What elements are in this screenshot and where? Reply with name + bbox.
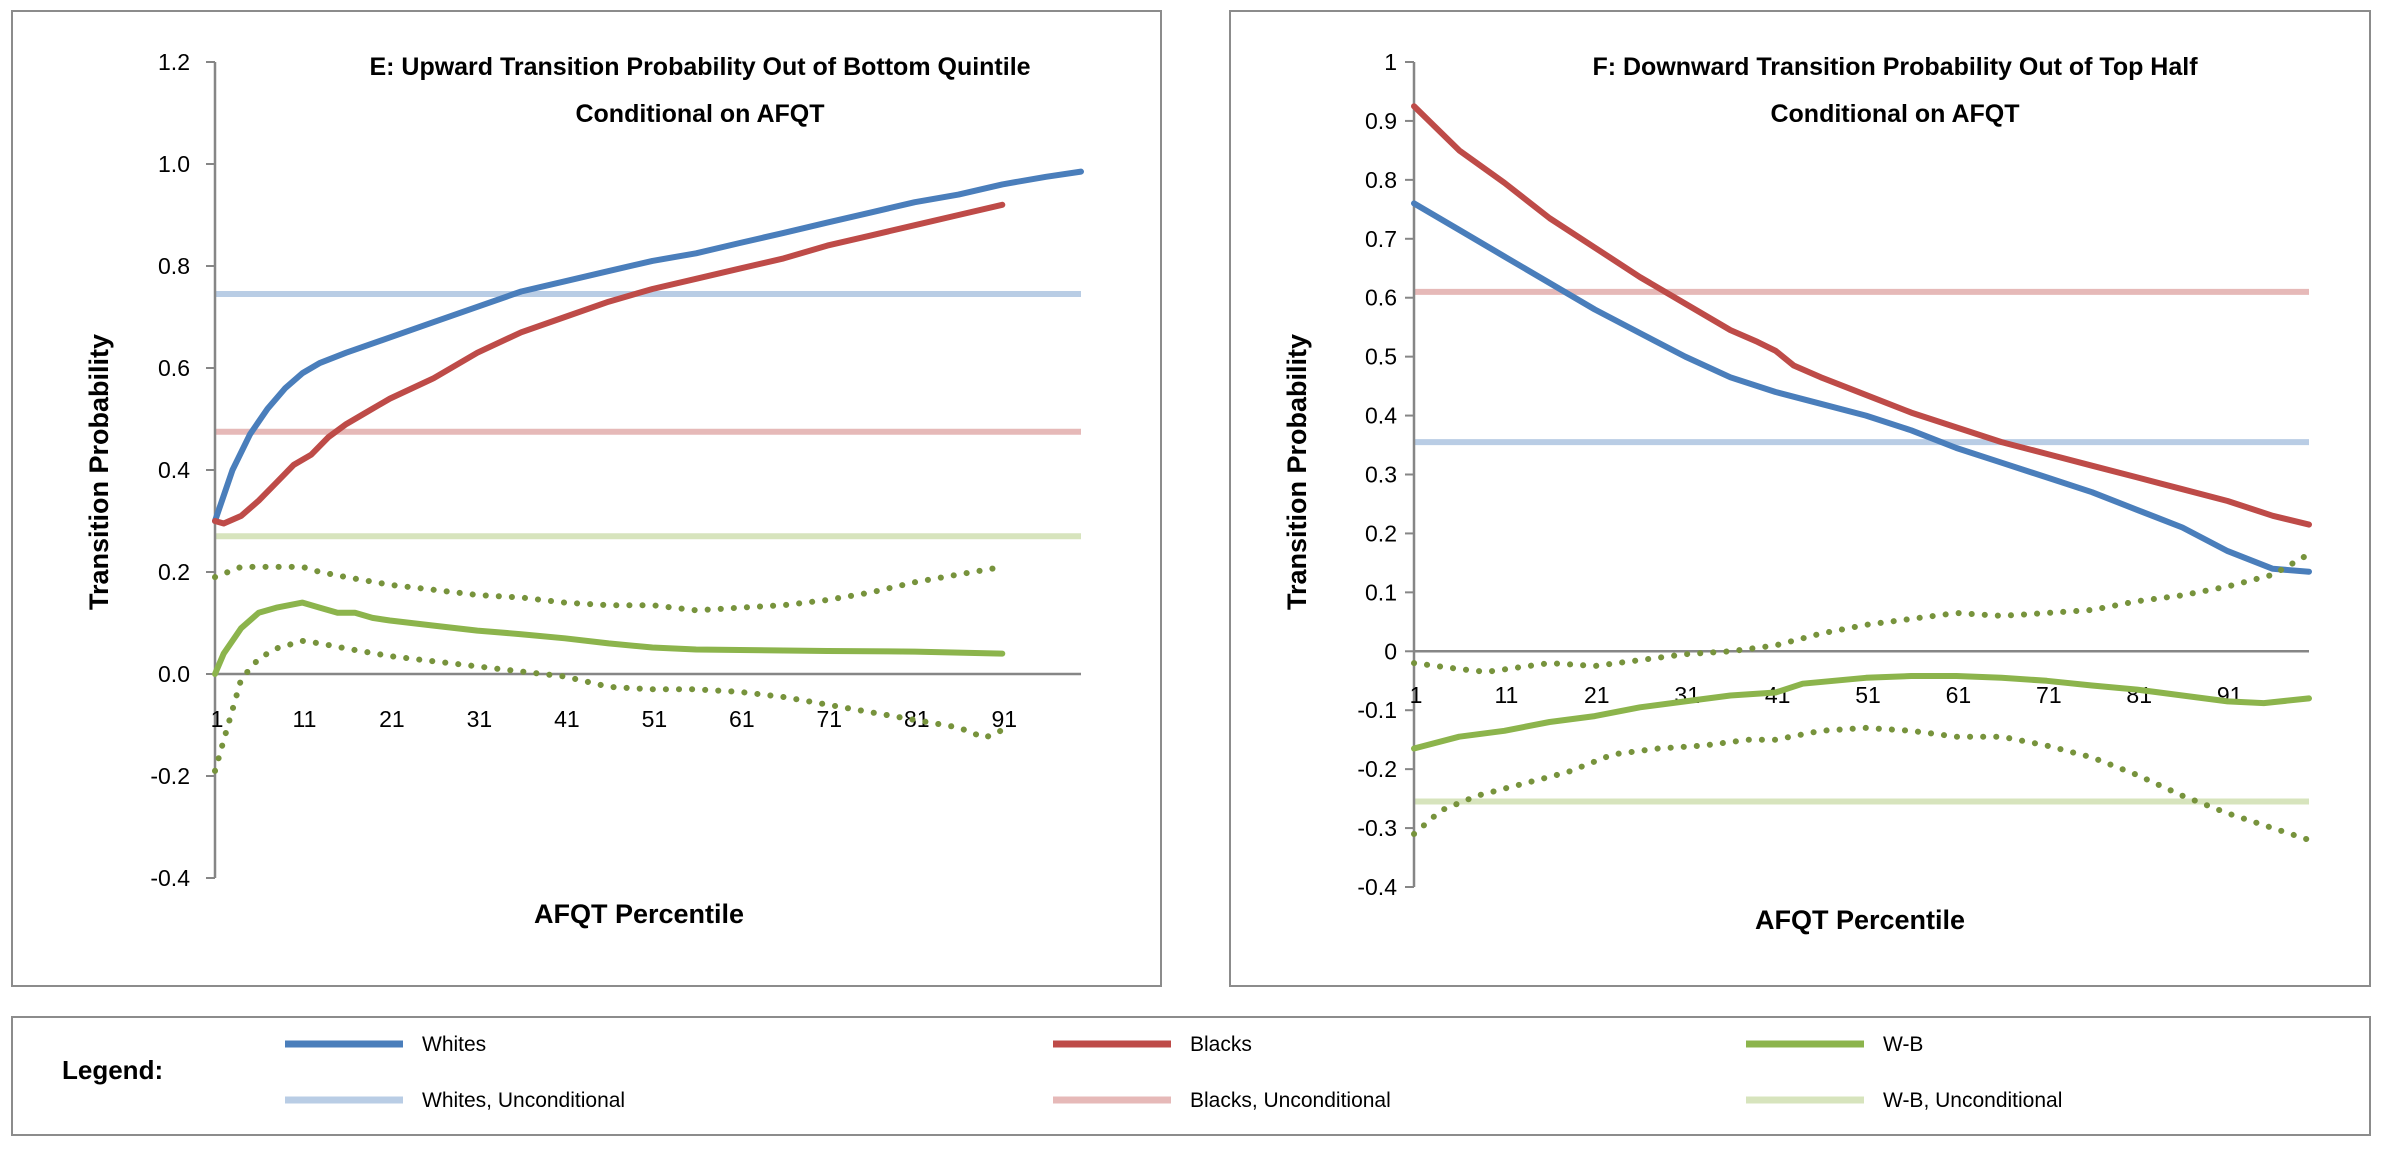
chart-e-y-tick-label: 0.8 bbox=[158, 253, 190, 279]
legend-label-whites: Whites bbox=[422, 1033, 486, 1056]
legend-label-blacks: Blacks bbox=[1190, 1033, 1252, 1056]
chart-e-x-tick-label: 31 bbox=[467, 706, 493, 732]
chart-f-x-tick-label: 51 bbox=[1855, 682, 1881, 708]
chart-e-x-tick-label: 1 bbox=[211, 706, 224, 732]
legend-label-whites-uncond: Whites, Unconditional bbox=[422, 1089, 625, 1112]
chart-e-x-tick-label: 21 bbox=[379, 706, 405, 732]
chart-f-y-tick-label: -0.4 bbox=[1357, 874, 1397, 900]
chart-e-y-tick-label: -0.4 bbox=[150, 865, 190, 891]
chart-e-y-axis-label: Transition Probability bbox=[84, 334, 114, 610]
chart-f-y-tick-label: 0.2 bbox=[1365, 520, 1397, 546]
chart-f-title-line1: F: Downward Transition Probability Out o… bbox=[1592, 53, 2198, 81]
chart-f-y-tick-label: 0.1 bbox=[1365, 579, 1397, 605]
legend-label-blacks-uncond: Blacks, Unconditional bbox=[1190, 1089, 1391, 1112]
chart-e-series-whites bbox=[212, 168, 1084, 524]
chart-e-x-axis-label: AFQT Percentile bbox=[534, 899, 744, 929]
chart-f-y-tick-label: 0.4 bbox=[1365, 403, 1397, 429]
chart-f: F: Downward Transition Probability Out o… bbox=[1282, 49, 2312, 935]
chart-e-y-tick-label: 1.2 bbox=[158, 49, 190, 75]
chart-e-series-w-b-lower-ci bbox=[212, 637, 1006, 774]
chart-e-y-tick-label: 0.6 bbox=[158, 355, 190, 381]
chart-f-series-whites bbox=[1411, 200, 2312, 575]
chart-e-x-tick-label: 51 bbox=[642, 706, 668, 732]
chart-f-series-w-b-upper-ci bbox=[1411, 551, 2312, 675]
chart-e: E: Upward Transition Probability Out of … bbox=[84, 49, 1084, 929]
chart-f-title-line2: Conditional on AFQT bbox=[1770, 100, 2019, 128]
panel-f-frame bbox=[1229, 10, 2371, 987]
chart-f-y-tick-label: 0 bbox=[1384, 638, 1397, 664]
legend-label-wb: W-B bbox=[1883, 1033, 1923, 1056]
chart-e-title-line2: Conditional on AFQT bbox=[575, 100, 824, 128]
chart-e-series-blacks bbox=[212, 201, 1006, 527]
chart-e-x-tick-label: 71 bbox=[817, 706, 843, 732]
chart-f-y-tick-label: 1 bbox=[1384, 49, 1397, 75]
chart-f-y-tick-label: 0.5 bbox=[1365, 344, 1397, 370]
chart-e-series-w-b bbox=[212, 599, 1006, 677]
chart-f-y-tick-label: 0.7 bbox=[1365, 226, 1397, 252]
chart-e-x-tick-label: 11 bbox=[293, 706, 317, 732]
chart-f-y-tick-label: 0.8 bbox=[1365, 167, 1397, 193]
legend-heading: Legend: bbox=[62, 1055, 163, 1085]
legend-label-wb-uncond: W-B, Unconditional bbox=[1883, 1089, 2062, 1112]
legend-frame bbox=[11, 1016, 2371, 1136]
chart-f-x-axis-label: AFQT Percentile bbox=[1755, 905, 1965, 935]
chart-f-x-tick-label: 71 bbox=[2036, 682, 2062, 708]
chart-f-x-tick-label: 1 bbox=[1410, 682, 1423, 708]
chart-f-y-axis-label: Transition Probability bbox=[1282, 334, 1312, 610]
legend: Legend: Whites Blacks W-B Whites, Unconditi… bbox=[11, 1016, 2371, 1136]
chart-f-x-tick-label: 21 bbox=[1584, 682, 1610, 708]
chart-f-x-tick-label: 11 bbox=[1494, 682, 1518, 708]
chart-f-series-w-b-lower-ci bbox=[1411, 724, 2312, 843]
chart-f-x-tick-label: 61 bbox=[1946, 682, 1972, 708]
chart-f-y-tick-label: 0.6 bbox=[1365, 285, 1397, 311]
chart-e-y-tick-label: 0.0 bbox=[158, 661, 190, 687]
chart-f-y-tick-label: -0.1 bbox=[1357, 697, 1397, 723]
chart-f-y-tick-label: 0.3 bbox=[1365, 462, 1397, 488]
chart-e-title-line1: E: Upward Transition Probability Out of … bbox=[369, 53, 1030, 81]
chart-e-series-w-b-upper-ci bbox=[212, 563, 1006, 614]
panel-e-frame bbox=[11, 10, 1162, 987]
chart-e-y-tick-label: 0.2 bbox=[158, 559, 190, 585]
chart-e-x-tick-label: 91 bbox=[991, 706, 1017, 732]
chart-e-y-tick-label: -0.2 bbox=[150, 763, 190, 789]
chart-f-y-tick-label: -0.3 bbox=[1357, 815, 1397, 841]
chart-e-x-tick-label: 61 bbox=[729, 706, 755, 732]
chart-e-y-tick-label: 0.4 bbox=[158, 457, 190, 483]
chart-e-x-tick-label: 41 bbox=[554, 706, 580, 732]
chart-f-y-tick-label: -0.2 bbox=[1357, 756, 1397, 782]
chart-e-y-tick-label: 1.0 bbox=[158, 151, 190, 177]
chart-f-x-tick-label: 81 bbox=[2126, 682, 2152, 708]
chart-f-y-tick-label: 0.9 bbox=[1365, 108, 1397, 134]
chart-f-series-w-b bbox=[1411, 673, 2312, 752]
chart-f-series-blacks bbox=[1411, 103, 2312, 528]
